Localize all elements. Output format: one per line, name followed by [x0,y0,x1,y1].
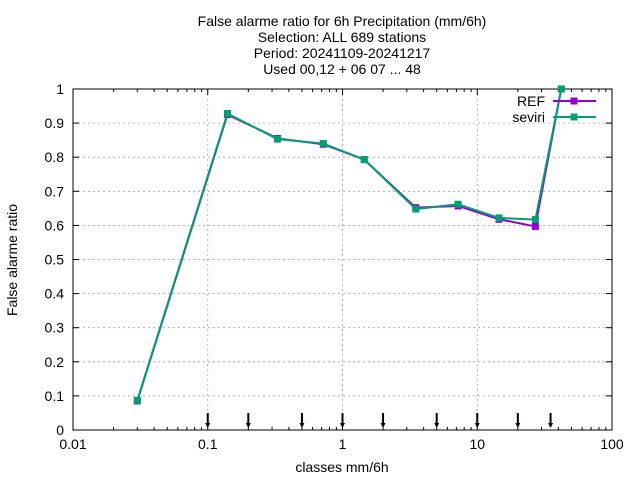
data-point-ref [531,222,539,230]
chart-title: False alarme ratio for 6h Precipitation … [198,13,487,77]
y-tick-label: 0 [56,422,64,438]
data-point-seviri [274,135,282,143]
class-threshold-arrowhead [474,423,480,428]
legend-label-seviri: seviri [512,109,545,125]
y-tick-label: 0.8 [45,149,65,165]
y-tick-label: 0.9 [45,115,65,131]
chart-title-line: False alarme ratio for 6h Precipitation … [198,13,487,29]
x-tick-label: 100 [600,436,624,452]
chart-title-line: Selection: ALL 689 stations [258,29,426,45]
class-threshold-arrowhead [434,423,440,428]
data-point-seviri [412,205,420,213]
chart-title-line: Period: 20241109-20241217 [254,45,431,61]
class-threshold-arrowhead [205,423,211,428]
data-point-seviri [319,140,327,148]
chart-title-line: Used 00,12 + 06 07 ... 48 [263,61,421,77]
y-tick-label: 0.6 [45,217,65,233]
y-tick-label: 0.4 [45,286,65,302]
data-point-seviri [223,110,231,118]
y-tick-label: 1 [56,81,64,97]
y-tick-label: 0.3 [45,320,65,336]
y-axis-label: False alarme ratio [4,204,20,316]
data-point-seviri [133,396,141,404]
x-tick-label: 0.01 [59,436,86,452]
series-line-ref [136,88,563,402]
class-threshold-arrowhead [515,423,521,428]
data-point-seviri [557,85,565,93]
class-threshold-markers [205,413,554,428]
grid-layer [73,89,612,430]
class-threshold-arrowhead [340,423,345,428]
x-tick-label: 0.1 [198,436,218,452]
x-tick-label: 1 [339,436,347,452]
data-point-seviri [495,214,503,222]
series-line-seviri [136,88,563,401]
axis-layer: 0 0.1 0.2 0.3 0.4 0.5 0.6 0.7 0.8 0.9 1 0.01 0.1 1 10 1… [45,81,624,452]
class-threshold-arrowhead [380,423,386,428]
class-threshold-arrowhead [548,423,554,428]
legend-marker-seviri [570,113,578,121]
data-point-seviri [531,216,539,224]
y-tick-label: 0.2 [45,354,65,370]
legend-marker-ref [570,97,578,105]
x-tick-label: 10 [469,436,485,452]
x-axis-label: classes mm/6h [295,459,388,475]
legend-label-ref: REF [517,93,545,109]
series-layer [133,85,565,405]
data-point-seviri [360,156,368,164]
data-point-seviri [454,200,462,208]
y-tick-label: 0.7 [45,183,65,199]
plot-frame [72,88,613,431]
class-threshold-arrowhead [299,423,305,428]
y-tick-label: 0.1 [45,388,65,404]
class-threshold-arrowhead [245,423,251,428]
y-tick-label: 0.5 [45,252,65,268]
